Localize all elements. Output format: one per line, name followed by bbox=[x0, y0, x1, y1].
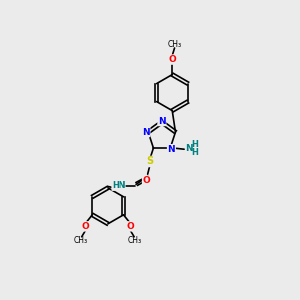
Text: CH₃: CH₃ bbox=[128, 236, 142, 245]
Text: CH₃: CH₃ bbox=[74, 236, 88, 245]
Text: H: H bbox=[191, 140, 198, 148]
Text: CH₃: CH₃ bbox=[167, 40, 182, 49]
Text: N: N bbox=[185, 144, 193, 153]
Text: N: N bbox=[117, 181, 125, 190]
Text: O: O bbox=[82, 222, 90, 231]
Text: O: O bbox=[126, 222, 134, 231]
Text: H: H bbox=[191, 148, 198, 157]
Text: S: S bbox=[146, 157, 154, 166]
Text: O: O bbox=[142, 176, 150, 185]
Text: N: N bbox=[168, 145, 175, 154]
Text: H: H bbox=[112, 181, 119, 190]
Text: N: N bbox=[142, 128, 150, 136]
Text: O: O bbox=[168, 55, 176, 64]
Text: N: N bbox=[158, 116, 166, 125]
